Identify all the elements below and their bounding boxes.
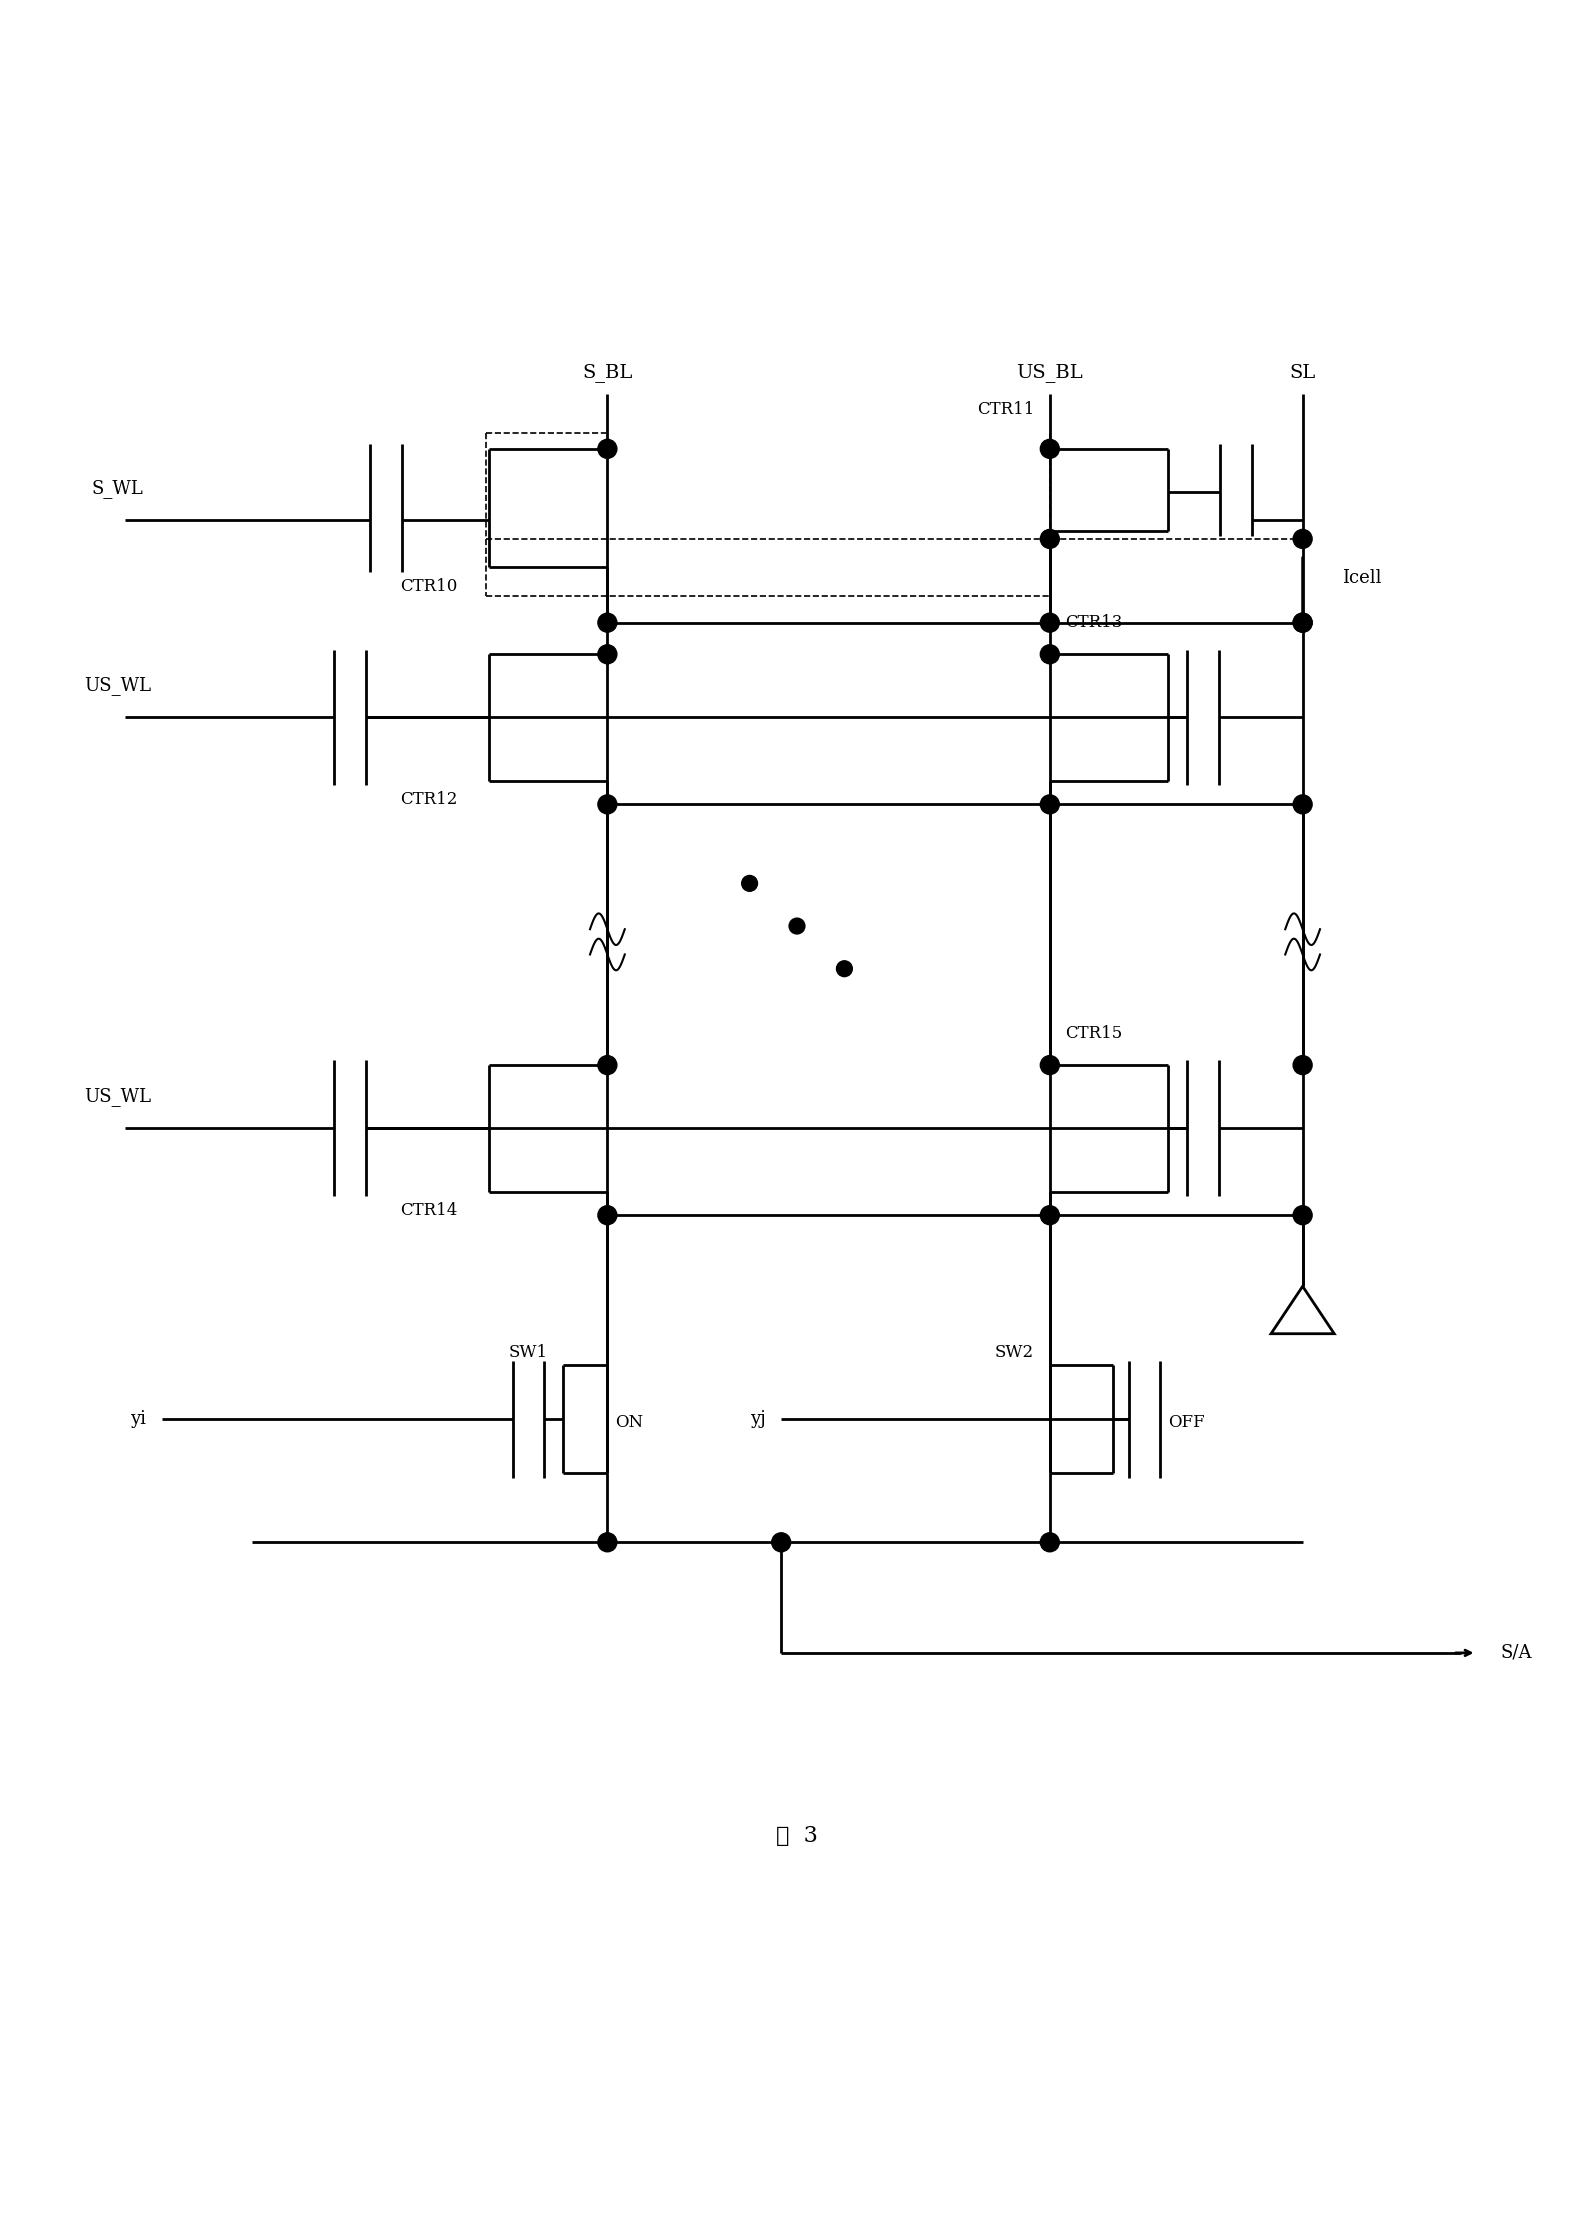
Circle shape — [598, 1055, 617, 1075]
Circle shape — [598, 794, 617, 814]
Circle shape — [1041, 645, 1060, 663]
Circle shape — [598, 614, 617, 632]
Circle shape — [1041, 614, 1060, 632]
Circle shape — [1041, 1055, 1060, 1075]
Text: yi: yi — [131, 1411, 147, 1428]
Text: S/A: S/A — [1500, 1644, 1532, 1662]
Text: CTR13: CTR13 — [1066, 614, 1124, 632]
Text: SW2: SW2 — [995, 1344, 1035, 1362]
Text: SL: SL — [1290, 365, 1315, 383]
Text: OFF: OFF — [1168, 1413, 1205, 1431]
Circle shape — [1293, 614, 1312, 632]
Circle shape — [771, 1533, 791, 1551]
Text: CTR12: CTR12 — [400, 792, 457, 808]
Text: US_WL: US_WL — [84, 1088, 151, 1106]
Circle shape — [837, 961, 853, 977]
Circle shape — [1293, 794, 1312, 814]
Circle shape — [1293, 1055, 1312, 1075]
Text: CTR11: CTR11 — [977, 400, 1035, 418]
Circle shape — [1293, 1206, 1312, 1224]
Text: yj: yj — [749, 1411, 765, 1428]
Circle shape — [789, 919, 805, 934]
Circle shape — [598, 1206, 617, 1224]
Circle shape — [598, 645, 617, 663]
Circle shape — [1041, 530, 1060, 547]
Circle shape — [1041, 794, 1060, 814]
Circle shape — [598, 438, 617, 458]
Text: ON: ON — [615, 1413, 644, 1431]
Text: CTR15: CTR15 — [1066, 1026, 1122, 1041]
Text: S_BL: S_BL — [582, 363, 633, 383]
Text: 图  3: 图 3 — [776, 1824, 818, 1847]
Text: CTR10: CTR10 — [400, 578, 457, 594]
Circle shape — [1293, 530, 1312, 547]
Circle shape — [1041, 438, 1060, 458]
Text: CTR14: CTR14 — [400, 1202, 457, 1219]
Text: US_BL: US_BL — [1017, 363, 1084, 383]
Text: S_WL: S_WL — [92, 478, 143, 498]
Text: Icell: Icell — [1342, 570, 1382, 587]
Circle shape — [1293, 614, 1312, 632]
Circle shape — [1041, 1206, 1060, 1224]
Text: US_WL: US_WL — [84, 676, 151, 696]
Text: SW1: SW1 — [508, 1344, 547, 1362]
Circle shape — [598, 1533, 617, 1551]
Circle shape — [1041, 1533, 1060, 1551]
Circle shape — [741, 874, 757, 892]
